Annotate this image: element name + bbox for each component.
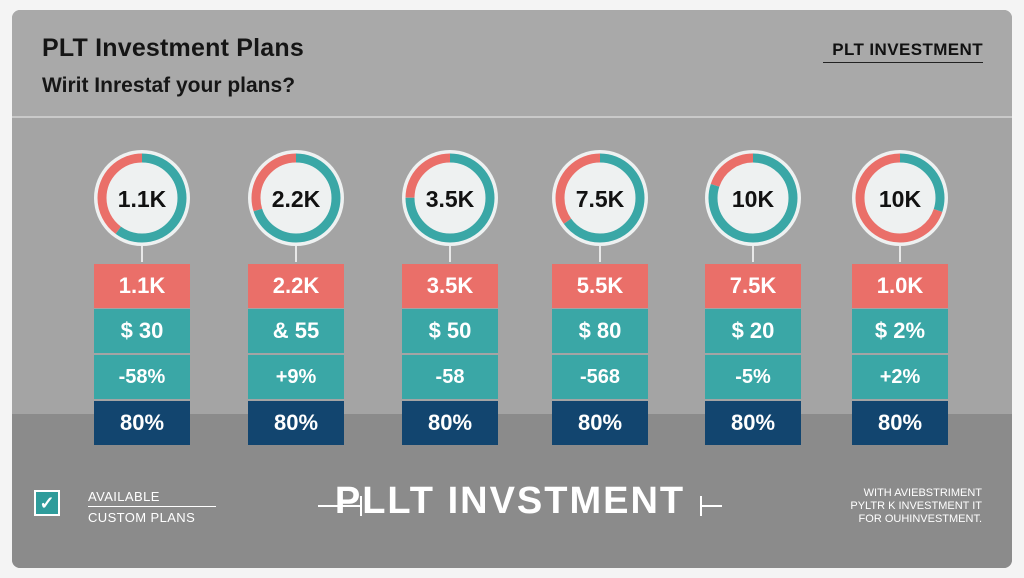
- plan-change-cell: -58: [402, 355, 498, 399]
- connector: [141, 246, 143, 262]
- plan-value-cell: 5.5K: [552, 264, 648, 308]
- plan-percent-cell: 80%: [852, 401, 948, 445]
- footer-brand: PLLT INVSTMENT: [334, 480, 686, 522]
- plan-column: 1.1K 1.1K $ 30 -58% 80%: [94, 150, 190, 455]
- footnote-line-2: PYLTR K INVESTMENT IT: [850, 500, 982, 512]
- ring-chart: 1.1K: [94, 150, 190, 246]
- footnote: WITH AVIEBSTRIMENT PYLTR K INVESTMENT IT…: [802, 487, 982, 526]
- plan-percent-cell: 80%: [705, 401, 801, 445]
- plan-change-cell: -568: [552, 355, 648, 399]
- plan-percent-cell: 80%: [248, 401, 344, 445]
- page-title: PLT Investment Plans: [42, 34, 304, 62]
- ring-svg: [405, 153, 495, 243]
- plan-value-cell: 3.5K: [402, 264, 498, 308]
- connector: [599, 246, 601, 262]
- plan-column: 3.5K 3.5K $ 50 -58 80%: [402, 150, 498, 455]
- plan-price-cell: & 55: [248, 309, 344, 353]
- plan-column: 10K 7.5K $ 20 -5% 80%: [705, 150, 801, 455]
- ring-chart: 10K: [852, 150, 948, 246]
- ring-svg: [251, 153, 341, 243]
- ring-chart: 10K: [705, 150, 801, 246]
- ring-label: 1.1K: [117, 186, 167, 212]
- ring-chart: 3.5K: [402, 150, 498, 246]
- brand-title: PLT INVESTMENT: [832, 40, 983, 59]
- plan-price-cell: $ 30: [94, 309, 190, 353]
- custom-plans-label: CUSTOM PLANS: [88, 510, 196, 525]
- connector: [899, 246, 901, 262]
- plan-price-cell: $ 50: [402, 309, 498, 353]
- ring-segment-teal: [855, 153, 945, 243]
- plan-change-cell: -5%: [705, 355, 801, 399]
- ring-chart: 2.2K: [248, 150, 344, 246]
- available-checkbox[interactable]: ✓: [34, 490, 60, 516]
- plan-column: 10K 1.0K $ 2% +2% 80%: [852, 150, 948, 455]
- connector: [752, 246, 754, 262]
- footnote-line-3: FOR OUHINVESTMENT.: [858, 513, 982, 525]
- plan-value-cell: 2.2K: [248, 264, 344, 308]
- plan-value-cell: 7.5K: [705, 264, 801, 308]
- ring-svg: [555, 153, 645, 243]
- plan-price-cell: $ 20: [705, 309, 801, 353]
- plan-value-cell: 1.1K: [94, 264, 190, 308]
- brand-tick-left: [360, 496, 362, 516]
- brand-rule: [823, 62, 983, 63]
- ring-segment-teal: [251, 153, 341, 243]
- plan-value-cell: 1.0K: [852, 264, 948, 308]
- brand-line-right: [700, 505, 722, 507]
- brand-line-left: [318, 505, 362, 507]
- plan-change-cell: +9%: [248, 355, 344, 399]
- connector: [295, 246, 297, 262]
- plan-price-cell: $ 2%: [852, 309, 948, 353]
- ring-segment-teal: [555, 153, 645, 243]
- ring-svg: [97, 153, 187, 243]
- plan-column: 7.5K 5.5K $ 80 -568 80%: [552, 150, 648, 455]
- ring-svg: [708, 153, 798, 243]
- plan-percent-cell: 80%: [94, 401, 190, 445]
- ring-segment-teal: [708, 153, 798, 243]
- plan-column: 2.2K 2.2K & 55 +9% 80%: [248, 150, 344, 455]
- ring-label: 2.2K: [271, 186, 321, 212]
- ring-label: 7.5K: [575, 186, 625, 212]
- plan-price-cell: $ 80: [552, 309, 648, 353]
- plan-percent-cell: 80%: [402, 401, 498, 445]
- page-subtitle: Wirit Inrestaf your plans?: [42, 74, 296, 97]
- footnote-line-1: WITH AVIEBSTRIMENT: [863, 487, 982, 499]
- plan-change-cell: +2%: [852, 355, 948, 399]
- ring-segment-teal: [97, 153, 187, 243]
- ring-label: 10K: [878, 186, 922, 212]
- available-label: AVAILABLE: [88, 489, 160, 504]
- header: PLT Investment Plans Wirit Inrestaf your…: [12, 10, 1012, 116]
- connector: [449, 246, 451, 262]
- ring-svg: [855, 153, 945, 243]
- header-divider: [12, 116, 1012, 118]
- ring-label: 10K: [731, 186, 775, 212]
- plan-percent-cell: 80%: [552, 401, 648, 445]
- ring-chart: 7.5K: [552, 150, 648, 246]
- plan-change-cell: -58%: [94, 355, 190, 399]
- ring-label: 3.5K: [425, 186, 475, 212]
- ring-segment-teal: [405, 153, 495, 243]
- available-divider: [88, 506, 216, 507]
